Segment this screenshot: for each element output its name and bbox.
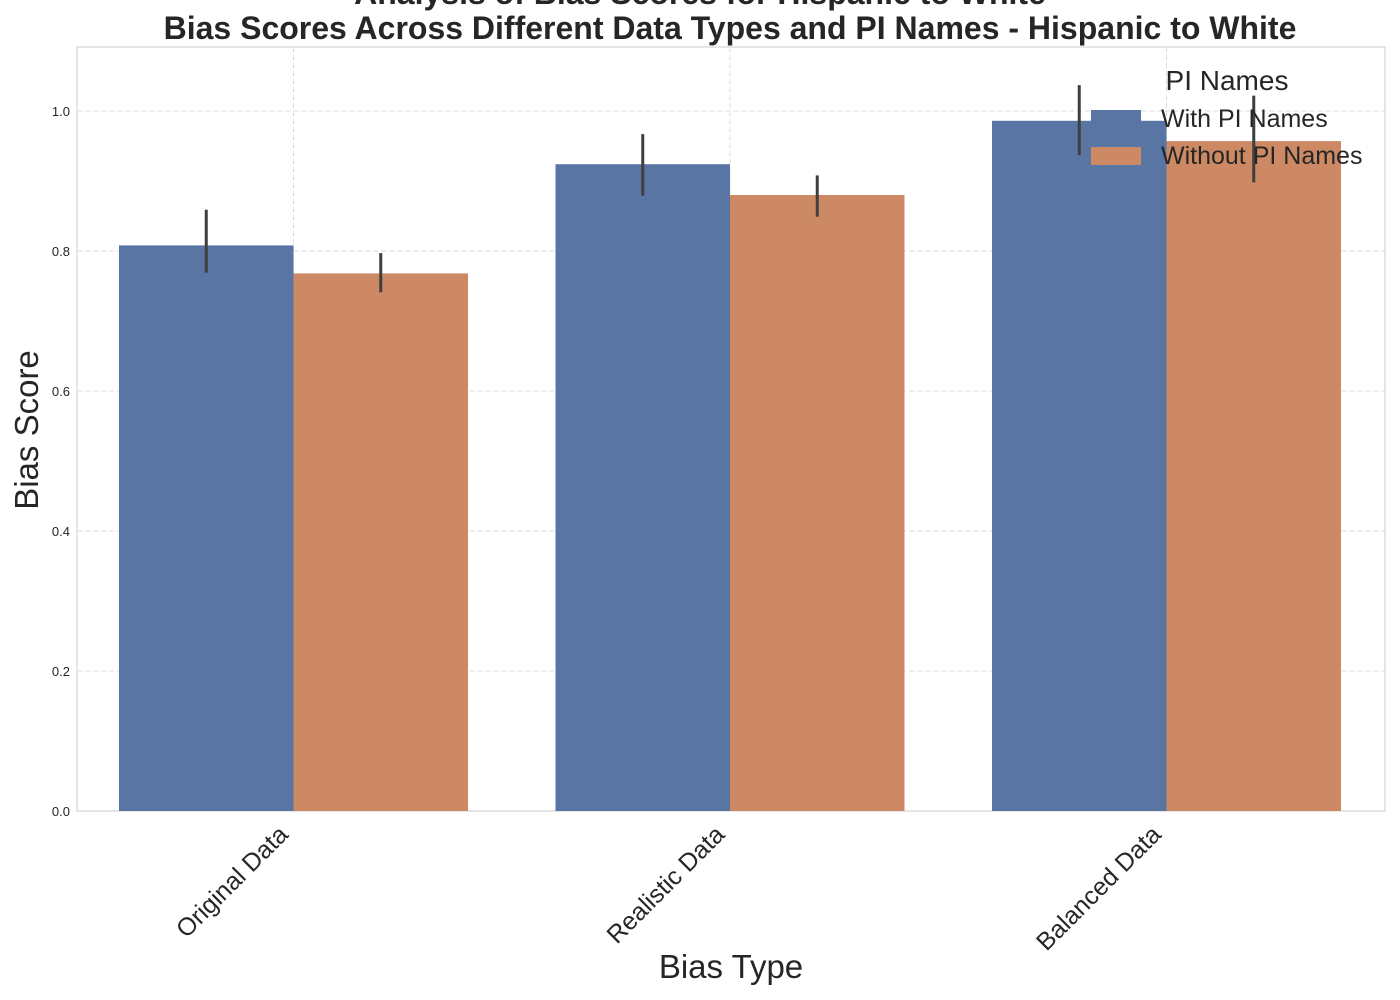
y-tick-label: 0.4 (52, 524, 70, 539)
bar (119, 245, 294, 811)
x-axis-ticks: Original Data Realistic Data Balanced Data (171, 820, 1167, 956)
y-tick-label: 0.6 (52, 384, 70, 399)
legend: PI Names With PI Names Without PI Names (1091, 65, 1362, 170)
legend-label: Without PI Names (1161, 142, 1362, 170)
y-tick-label: 0.2 (52, 664, 70, 679)
y-axis-ticks: 0.0 0.2 0.4 0.6 0.8 1.0 (52, 104, 70, 819)
error-bars (204, 85, 1256, 293)
legend-label: With PI Names (1161, 105, 1328, 133)
y-tick-label: 0.8 (52, 244, 70, 259)
bar (730, 195, 905, 811)
legend-swatch (1091, 147, 1141, 165)
x-tick-label: Original Data (171, 820, 294, 943)
x-axis-label: Bias Type (659, 948, 803, 985)
y-tick-label: 1.0 (52, 104, 70, 119)
legend-swatch (1091, 110, 1141, 128)
chart-subtitle: Bias Scores Across Different Data Types … (164, 10, 1297, 46)
x-tick-label: Realistic Data (601, 820, 730, 949)
bars (119, 120, 1341, 812)
bar (992, 120, 1167, 812)
x-tick-label: Balanced Data (1031, 820, 1167, 956)
bar (555, 164, 730, 811)
legend-title: PI Names (1166, 65, 1289, 96)
y-axis-label: Bias Score (8, 350, 45, 510)
bar (1166, 141, 1341, 812)
chart-title: Analysis of Bias Scores for Hispanic to … (354, 0, 1046, 11)
bar (293, 273, 468, 811)
y-tick-label: 0.0 (52, 804, 70, 819)
